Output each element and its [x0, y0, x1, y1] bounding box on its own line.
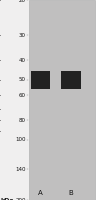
Text: 50: 50: [19, 77, 26, 82]
Text: A: A: [38, 190, 43, 196]
Text: 40: 40: [19, 58, 26, 63]
Bar: [61, 71, 81, 89]
Text: 30: 30: [19, 33, 26, 38]
Text: 80: 80: [19, 118, 26, 123]
Text: kDa: kDa: [1, 198, 14, 200]
Text: B: B: [69, 190, 73, 196]
Bar: [31, 71, 50, 89]
Text: 100: 100: [15, 137, 26, 142]
Text: 200: 200: [15, 198, 26, 200]
Text: 140: 140: [15, 167, 26, 172]
Text: 20: 20: [19, 0, 26, 2]
Text: 60: 60: [19, 93, 26, 98]
Bar: [29, 0, 95, 200]
